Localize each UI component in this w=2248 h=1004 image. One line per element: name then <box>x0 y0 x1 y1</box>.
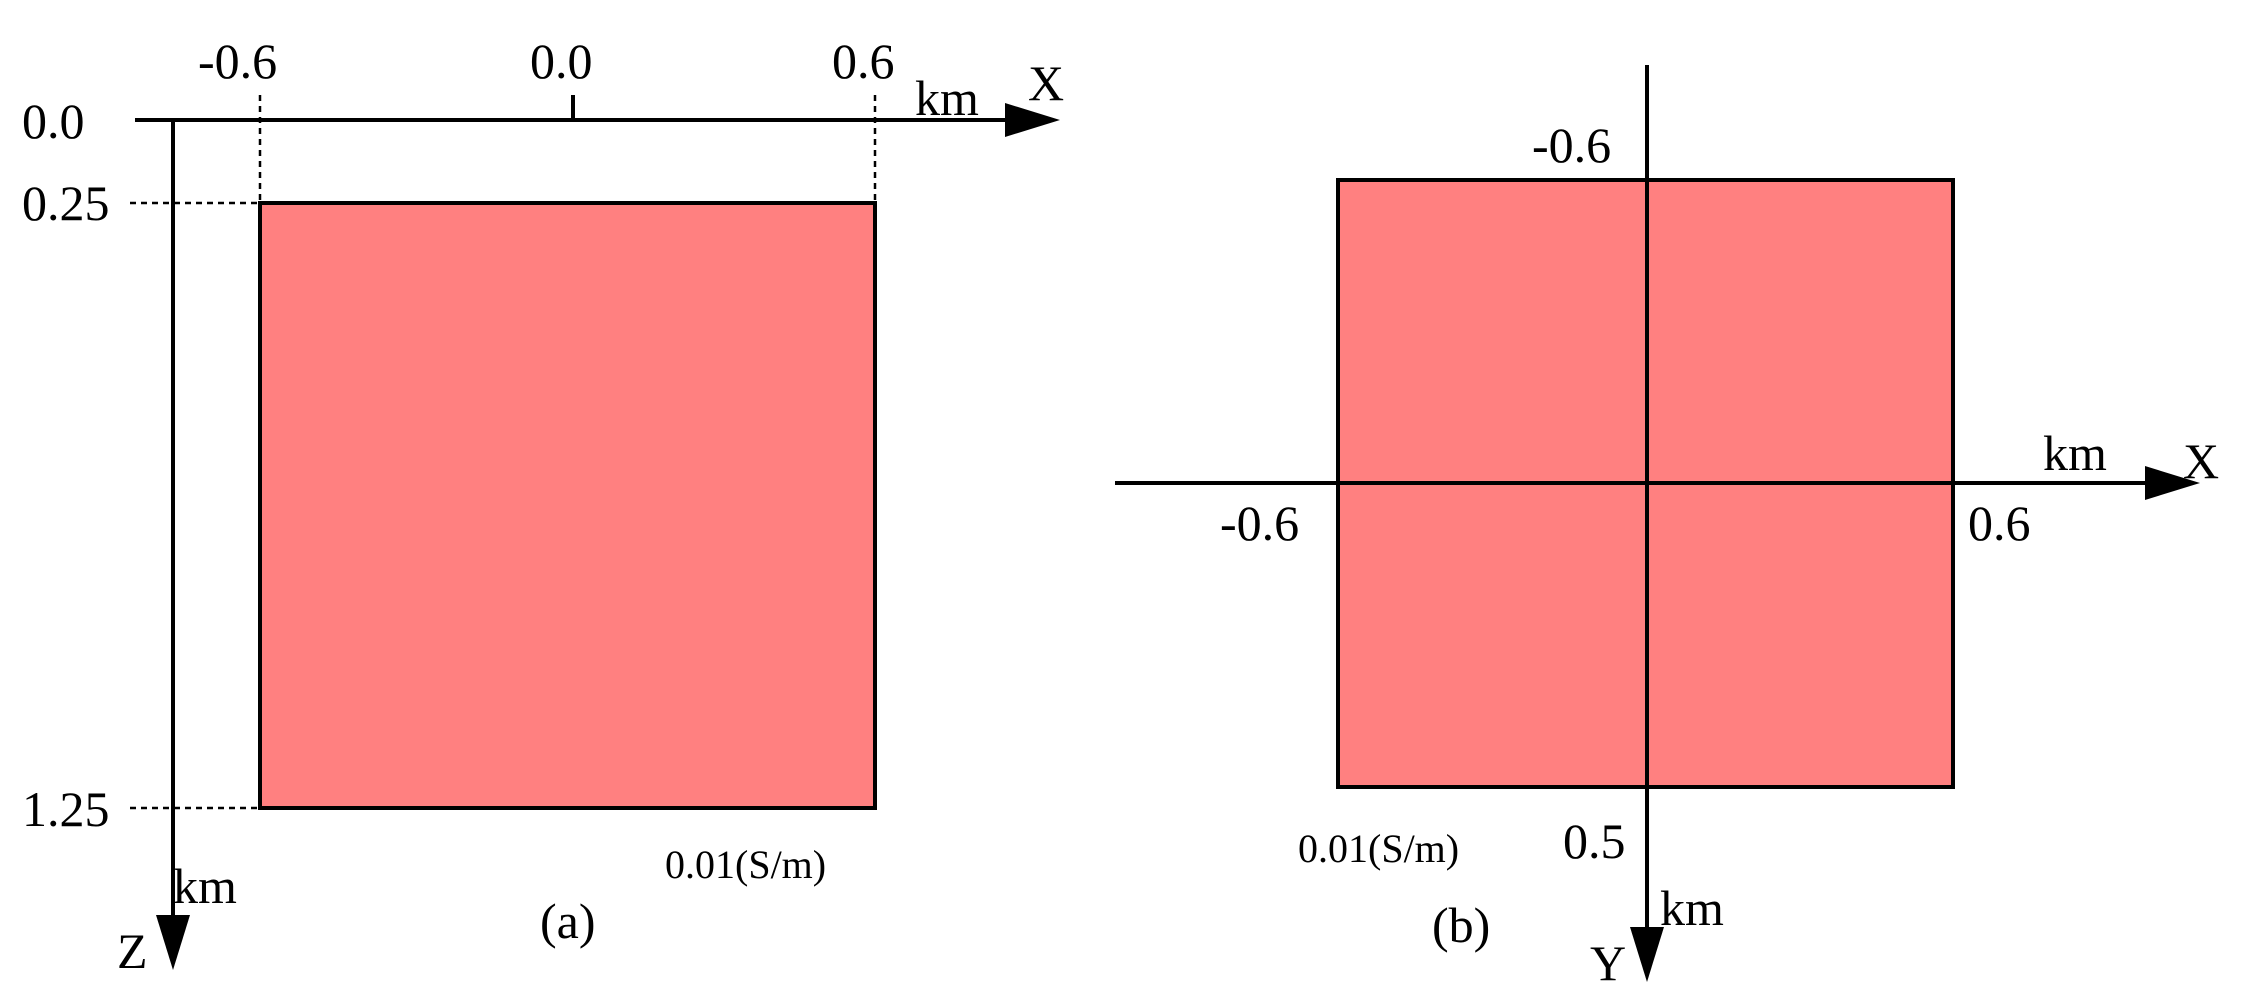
panel-a-block <box>258 201 877 810</box>
panel-b-y-unit: km <box>1660 880 1724 936</box>
panel-a-x-tick-label-neg: -0.6 <box>198 33 277 89</box>
panel-b-caption: (b) <box>1432 897 1490 953</box>
panel-a-z-tick-label-1: 0.25 <box>22 175 110 231</box>
panel-a-z-tick-label-0: 0.0 <box>22 93 85 149</box>
panel-a-z-tick-label-2: 1.25 <box>22 781 110 837</box>
panel-b-x-arrowhead <box>2145 466 2200 500</box>
panel-b-y-name: Y <box>1590 935 1626 991</box>
panel-b-y-tick-label-top: -0.6 <box>1532 117 1611 173</box>
panel-a-z-arrowhead <box>156 915 190 970</box>
panel-a-z-name: Z <box>117 923 148 979</box>
panel-a-x-unit: km <box>915 70 979 126</box>
panel-b-x-unit: km <box>2043 425 2107 481</box>
panel-a-x-tick-label-zero: 0.0 <box>530 33 593 89</box>
panel-b: -0.6 0.5 -0.6 0.6 km X km Y 0.01(S/m) (b… <box>1115 65 2219 991</box>
panel-b-block-label: 0.01(S/m) <box>1298 826 1459 871</box>
panel-b-x-tick-label-left: -0.6 <box>1220 495 1299 551</box>
panel-b-x-name: X <box>2183 433 2219 489</box>
panel-b-y-arrowhead <box>1630 927 1664 982</box>
panel-a: -0.6 0.0 0.6 km X 0.0 0.25 1.25 km Z 0.0… <box>22 33 1064 979</box>
panel-a-z-unit: km <box>173 858 237 914</box>
panel-b-y-tick-label-bottom: 0.5 <box>1563 813 1626 869</box>
panel-a-caption: (a) <box>540 893 596 949</box>
panel-a-x-arrowhead <box>1005 103 1060 137</box>
panel-a-block-label: 0.01(S/m) <box>665 842 826 887</box>
panel-b-x-tick-label-right: 0.6 <box>1968 495 2031 551</box>
panel-a-x-name: X <box>1028 55 1064 111</box>
panel-a-x-tick-label-pos: 0.6 <box>832 33 895 89</box>
